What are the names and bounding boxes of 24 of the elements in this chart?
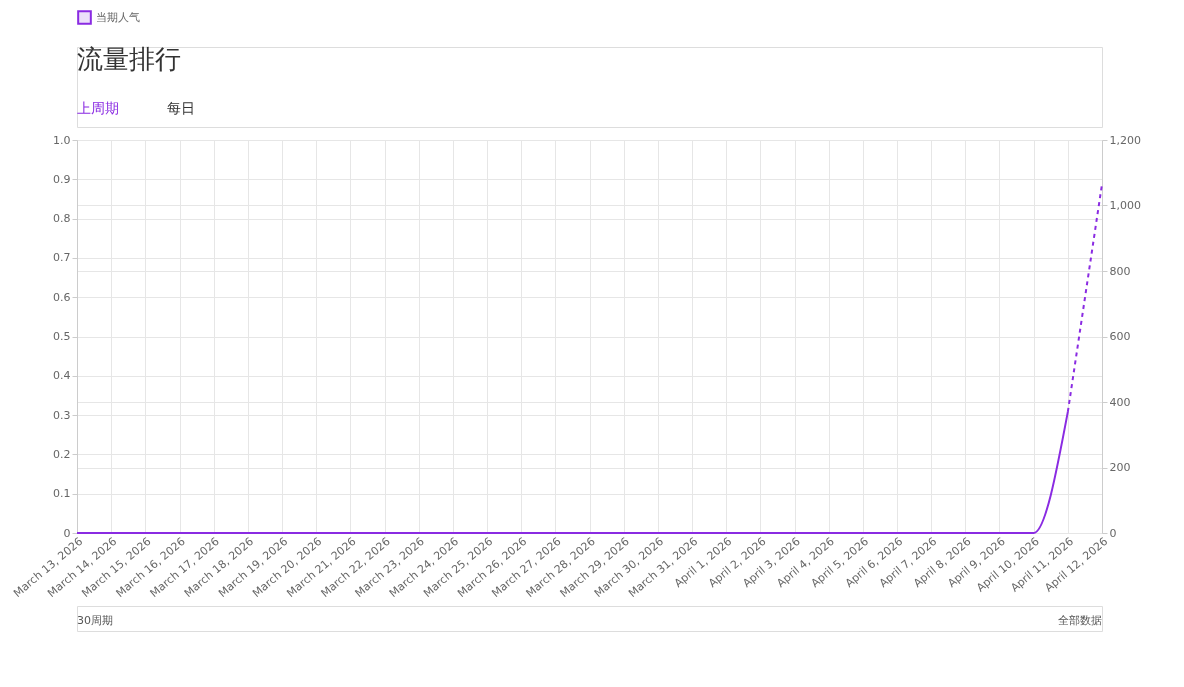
text: 上周期	[77, 100, 119, 116]
y-tick-label: 0.4	[53, 369, 71, 383]
y2-tick-label: 1,000	[1109, 199, 1141, 212]
y-tick-label: 0	[63, 526, 71, 540]
y2-tick-label: 800	[1109, 264, 1131, 278]
chart-title: 流量排行	[77, 44, 181, 74]
y-tick-label: 0.9	[53, 172, 71, 186]
y2-tick-label: 600	[1109, 330, 1131, 343]
y2-tick-label: 400	[1109, 395, 1131, 409]
text: 全部数据	[1058, 614, 1102, 627]
text: 30周期	[77, 614, 113, 627]
y2-tick-label: 0	[1109, 526, 1117, 540]
y-tick-label: 0.2	[53, 447, 71, 461]
text: 每日	[167, 100, 195, 116]
y2-tick-label: 200	[1109, 461, 1131, 474]
y-tick-label: 0.7	[53, 251, 71, 265]
y-tick-label: 1.0	[53, 133, 71, 147]
y-tick-label: 0.5	[53, 330, 71, 343]
y-tick-label: 0.3	[53, 408, 71, 422]
y-tick-label: 0.1	[53, 487, 71, 501]
y-tick-label: 0.6	[53, 290, 71, 304]
y2-tick-label: 1,200	[1109, 133, 1141, 147]
legend-label: 当期人气	[96, 10, 140, 24]
y-tick-label: 0.8	[53, 212, 71, 226]
